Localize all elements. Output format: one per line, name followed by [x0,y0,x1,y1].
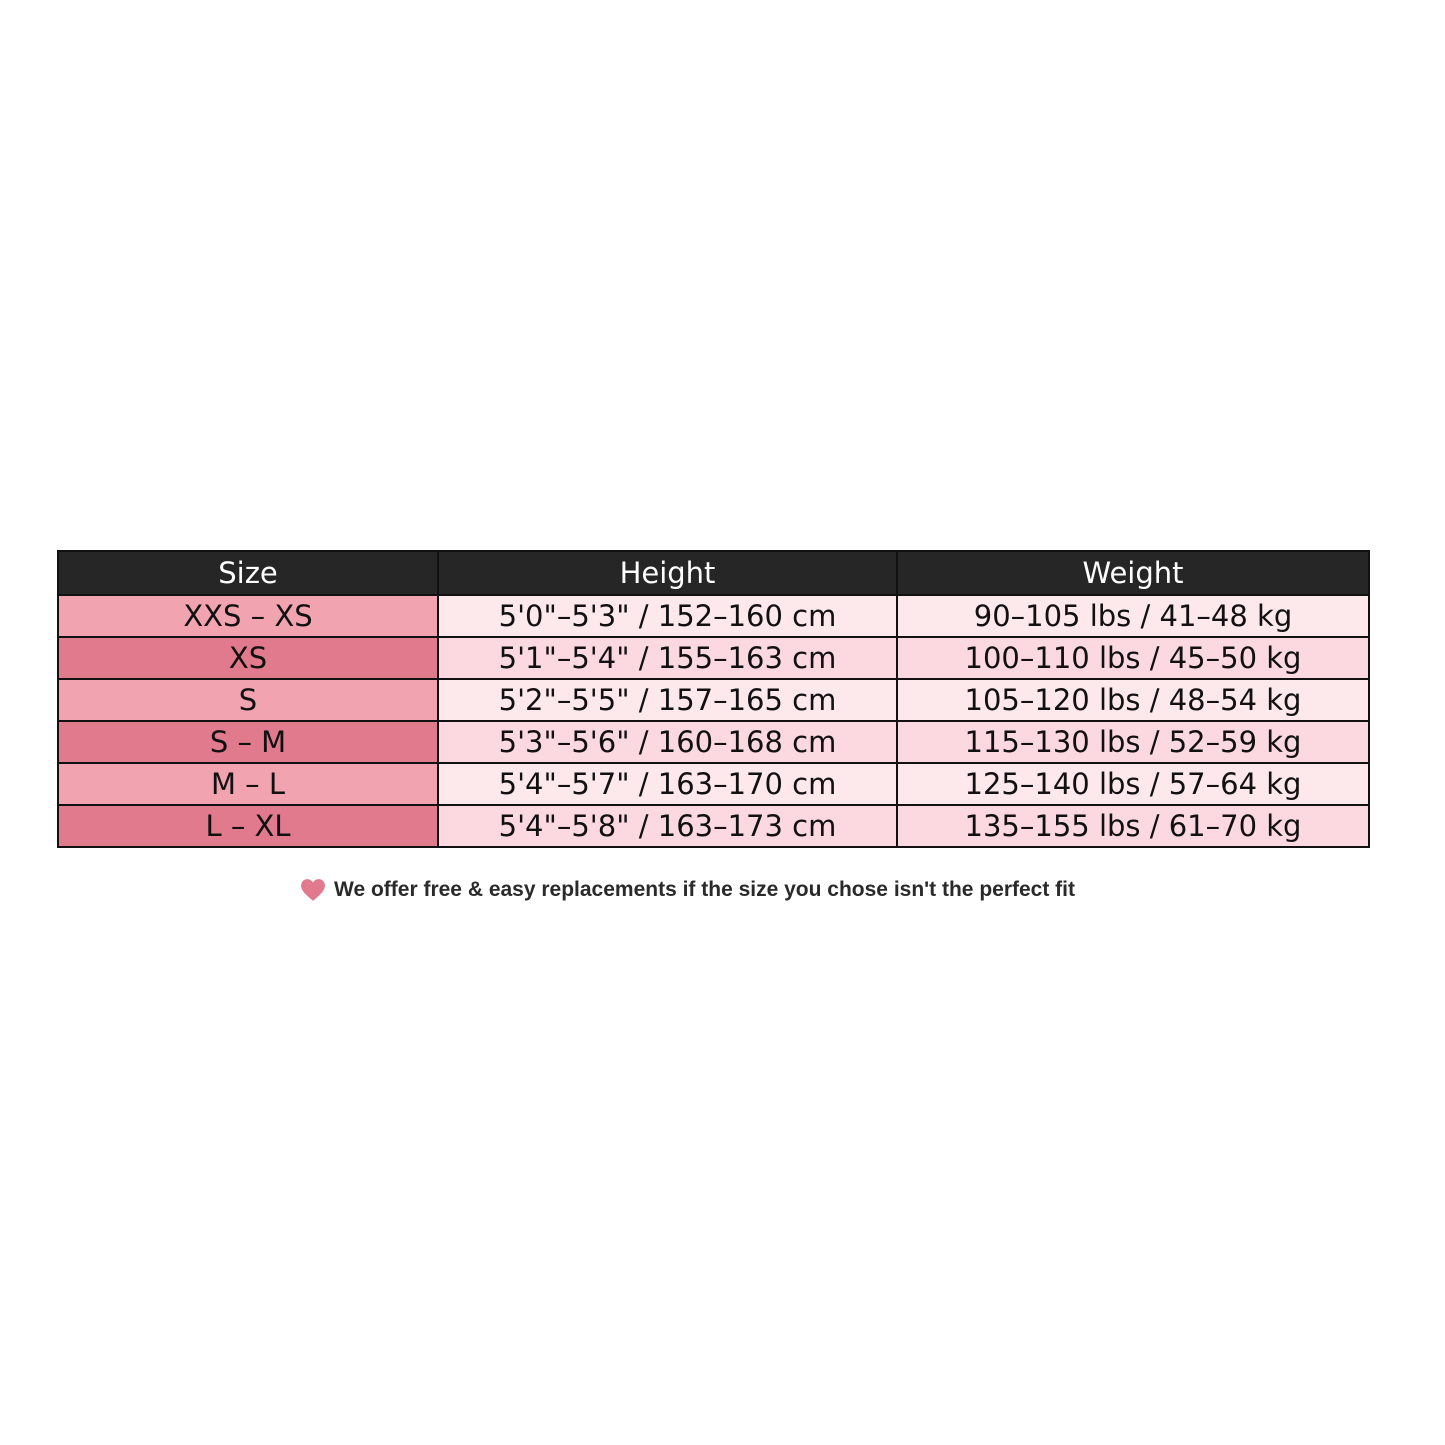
cell-height: 5'0"–5'3" / 152–160 cm [437,594,898,638]
cell-size: S [57,678,439,722]
cell-weight: 125–140 lbs / 57–64 kg [896,762,1370,806]
cell-size: M – L [57,762,439,806]
header-size: Size [57,550,439,596]
header-weight: Weight [896,550,1370,596]
note-text: We offer free & easy replacements if the… [334,878,1075,901]
table-row: XS 5'1"–5'4" / 155–163 cm 100–110 lbs / 45… [57,636,1370,680]
heart-icon [301,879,325,901]
cell-weight: 115–130 lbs / 52–59 kg [896,720,1370,764]
table-row: XXS – XS 5'0"–5'3" / 152–160 cm 90–105 lbs… [57,594,1370,638]
header-row: Size Height Weight [57,550,1370,596]
cell-size: XS [57,636,439,680]
table-row: S 5'2"–5'5" / 157–165 cm 105–120 lbs / 48–… [57,678,1370,722]
size-chart-table: Size Height Weight XXS – XS 5'0"–5'3" / 1… [57,550,1370,848]
table-row: S – M 5'3"–5'6" / 160–168 cm 115–130 lbs /… [57,720,1370,764]
cell-weight: 105–120 lbs / 48–54 kg [896,678,1370,722]
replacement-note: We offer free & easy replacements if the… [300,878,1075,902]
cell-size: L – XL [57,804,439,848]
cell-weight: 100–110 lbs / 45–50 kg [896,636,1370,680]
table-row: M – L 5'4"–5'7" / 163–170 cm 125–140 lbs /… [57,762,1370,806]
cell-size: S – M [57,720,439,764]
cell-height: 5'2"–5'5" / 157–165 cm [437,678,898,722]
cell-size: XXS – XS [57,594,439,638]
cell-height: 5'1"–5'4" / 155–163 cm [437,636,898,680]
table-row: L – XL 5'4"–5'8" / 163–173 cm 135–155 lbs … [57,804,1370,848]
header-height: Height [437,550,898,596]
cell-weight: 90–105 lbs / 41–48 kg [896,594,1370,638]
cell-height: 5'3"–5'6" / 160–168 cm [437,720,898,764]
cell-height: 5'4"–5'8" / 163–173 cm [437,804,898,848]
cell-height: 5'4"–5'7" / 163–170 cm [437,762,898,806]
cell-weight: 135–155 lbs / 61–70 kg [896,804,1370,848]
